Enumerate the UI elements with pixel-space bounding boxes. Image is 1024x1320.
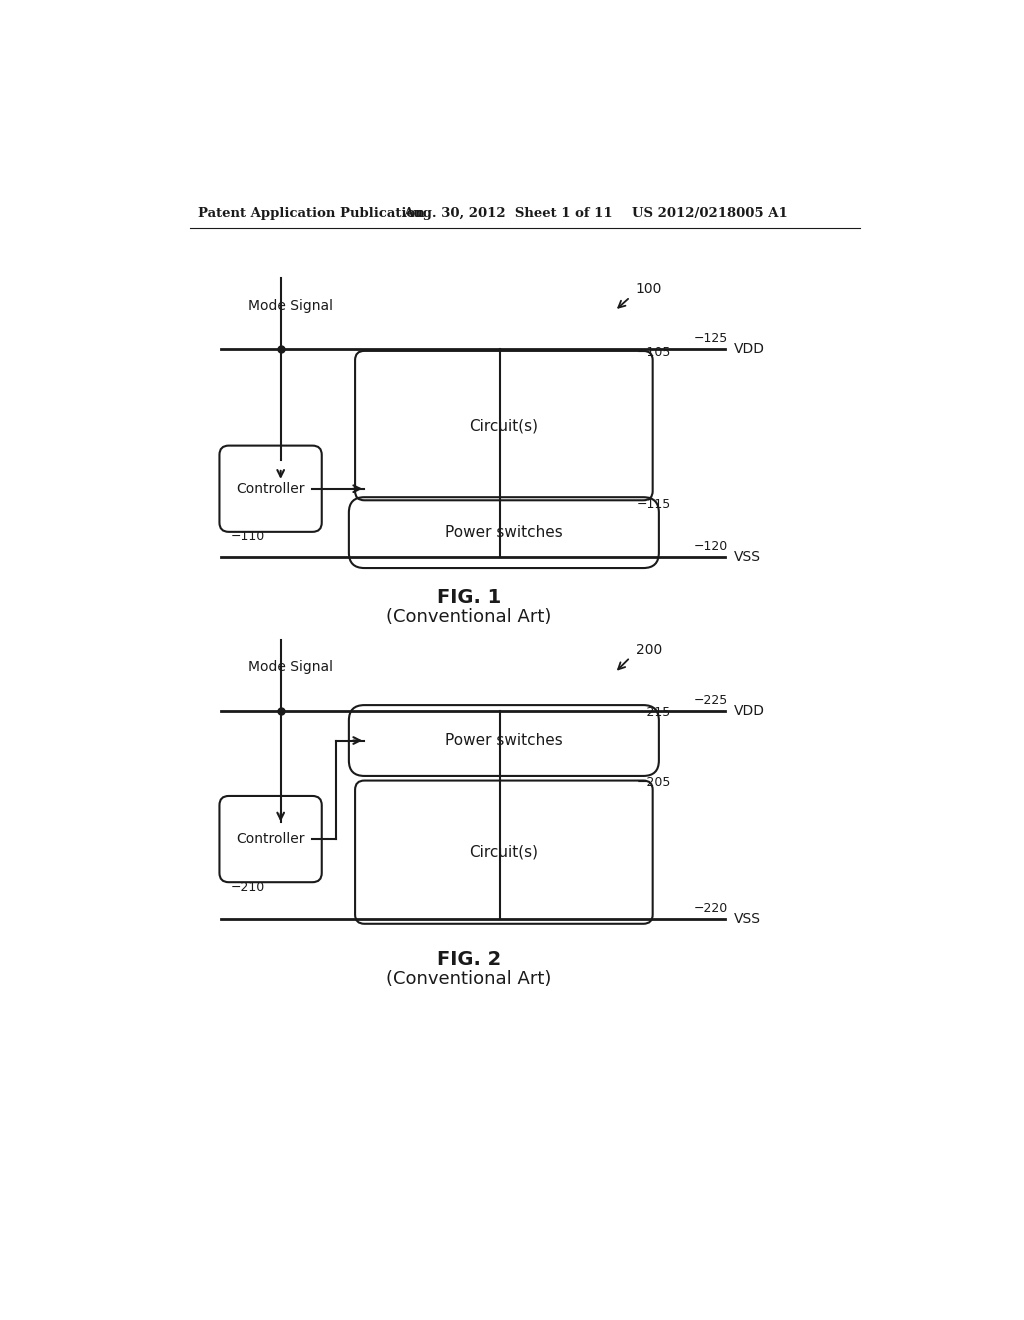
Text: 200: 200: [636, 643, 662, 656]
Text: US 2012/0218005 A1: US 2012/0218005 A1: [632, 207, 787, 220]
Text: VDD: VDD: [734, 342, 765, 356]
Text: −115: −115: [637, 499, 672, 511]
Text: VDD: VDD: [734, 705, 765, 718]
Text: 100: 100: [636, 282, 662, 296]
Text: −125: −125: [693, 333, 728, 345]
Text: Power switches: Power switches: [445, 733, 563, 748]
Text: Patent Application Publication: Patent Application Publication: [198, 207, 425, 220]
Text: VSS: VSS: [734, 550, 761, 564]
Text: VSS: VSS: [734, 912, 761, 927]
Text: FIG. 2: FIG. 2: [437, 950, 501, 969]
Text: −210: −210: [230, 880, 264, 894]
Text: (Conventional Art): (Conventional Art): [386, 609, 552, 626]
Text: Circuit(s): Circuit(s): [469, 845, 539, 859]
Text: −205: −205: [637, 776, 672, 788]
Text: −120: −120: [693, 540, 728, 553]
Text: Power switches: Power switches: [445, 525, 563, 540]
Text: Aug. 30, 2012  Sheet 1 of 11: Aug. 30, 2012 Sheet 1 of 11: [403, 207, 612, 220]
Text: Mode Signal: Mode Signal: [248, 660, 333, 673]
Text: −105: −105: [637, 346, 672, 359]
Text: −110: −110: [230, 531, 264, 544]
Text: Mode Signal: Mode Signal: [248, 300, 333, 313]
Text: Controller: Controller: [237, 482, 305, 496]
Text: Circuit(s): Circuit(s): [469, 418, 539, 433]
Text: −215: −215: [637, 706, 672, 719]
Text: −220: −220: [693, 902, 728, 915]
Text: FIG. 1: FIG. 1: [437, 589, 501, 607]
Text: −225: −225: [693, 694, 728, 708]
Text: (Conventional Art): (Conventional Art): [386, 970, 552, 987]
Text: Controller: Controller: [237, 832, 305, 846]
